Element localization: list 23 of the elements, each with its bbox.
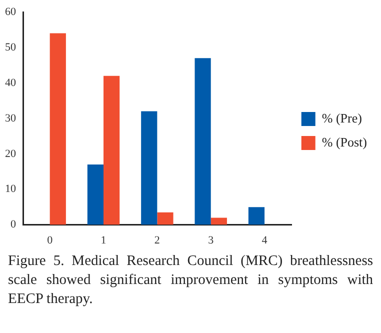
bar [248,207,265,225]
y-tick-label: 60 [5,6,16,18]
x-tick-label: 0 [47,234,54,246]
y-tick-label: 10 [5,183,16,196]
bar [157,212,174,225]
y-tick-label: 30 [5,112,16,124]
x-tick-label: 4 [262,234,268,246]
y-tick-label: 0 [10,218,16,231]
x-tick-label: 2 [154,234,160,246]
legend-label: % (Post) [322,134,367,150]
bar [50,33,66,225]
y-tick-label: 20 [5,148,16,160]
bar [87,164,104,225]
y-tick-label: 40 [5,76,16,89]
x-tick-label: 3 [208,234,214,246]
legend-label: % (Pre) [322,110,362,126]
caption: Figure 5. Medical Research Council (MRC) breathlessness scale showed significant improvement in symptoms with EECP therapy. [8,252,373,309]
x-tick-label: 1 [100,234,106,246]
bar [210,218,227,225]
bar [104,76,120,225]
bar [194,58,211,225]
y-tick-label: 50 [5,41,16,54]
bar [141,111,158,225]
